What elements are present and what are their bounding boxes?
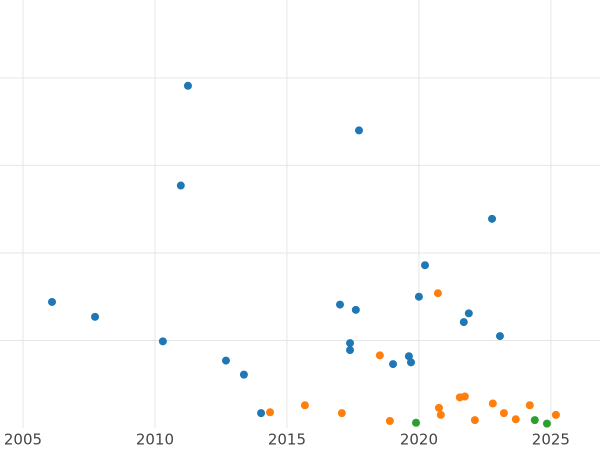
- point: [420, 261, 429, 270]
- point: [460, 392, 469, 401]
- point: [464, 309, 473, 318]
- x-tick-label: 2025: [532, 431, 570, 449]
- point: [351, 305, 360, 314]
- point: [488, 214, 497, 223]
- point: [525, 401, 534, 410]
- point: [406, 358, 415, 367]
- point: [495, 332, 504, 341]
- x-tick-label: 2020: [400, 431, 438, 449]
- point: [221, 356, 230, 365]
- x-tick-label: 2010: [136, 431, 174, 449]
- point: [346, 346, 355, 355]
- point: [375, 351, 384, 360]
- point: [499, 409, 508, 418]
- point: [530, 416, 539, 425]
- point: [354, 126, 363, 135]
- point: [459, 318, 468, 327]
- point: [488, 399, 497, 408]
- point: [385, 416, 394, 425]
- x-tick-label: 2005: [4, 431, 42, 449]
- point: [511, 415, 520, 424]
- point: [239, 370, 248, 379]
- point: [335, 300, 344, 309]
- point: [470, 416, 479, 425]
- x-tick-label: 2015: [268, 431, 306, 449]
- point: [551, 410, 560, 419]
- point: [176, 181, 185, 190]
- point: [346, 339, 355, 348]
- point: [91, 312, 100, 321]
- point: [412, 418, 421, 427]
- point: [404, 352, 413, 361]
- point: [389, 360, 398, 369]
- point: [48, 297, 57, 306]
- point: [433, 289, 442, 298]
- point: [183, 81, 192, 90]
- point: [542, 419, 551, 428]
- point: [257, 409, 266, 418]
- point: [158, 337, 167, 346]
- point: [436, 410, 445, 419]
- point: [266, 408, 275, 417]
- point: [300, 401, 309, 410]
- point: [434, 403, 443, 412]
- point: [337, 409, 346, 418]
- point: [414, 292, 423, 301]
